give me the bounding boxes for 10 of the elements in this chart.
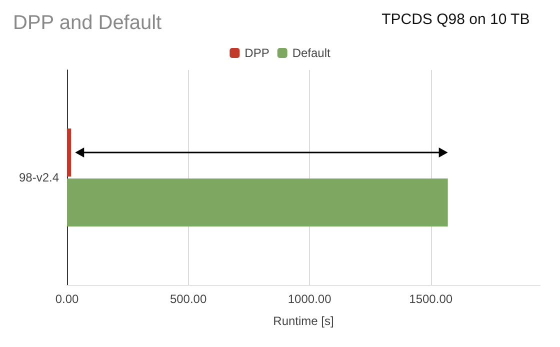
x-axis-title: Runtime [s] (273, 314, 334, 328)
x-tick-label: 1500.00 (409, 292, 453, 306)
x-tick-label: 1000.00 (288, 292, 332, 306)
x-tick-label: 500.00 (170, 292, 207, 306)
text: TPCDS Q98 on 10 TB (382, 11, 530, 28)
legend-label: Default (292, 46, 332, 60)
chart-title: DPP and Default (13, 12, 162, 34)
legend-label: DPP (244, 46, 270, 60)
y-tick-label: 98-v2.4 (18, 170, 60, 184)
x-tick-label: 0.00 (55, 292, 79, 306)
